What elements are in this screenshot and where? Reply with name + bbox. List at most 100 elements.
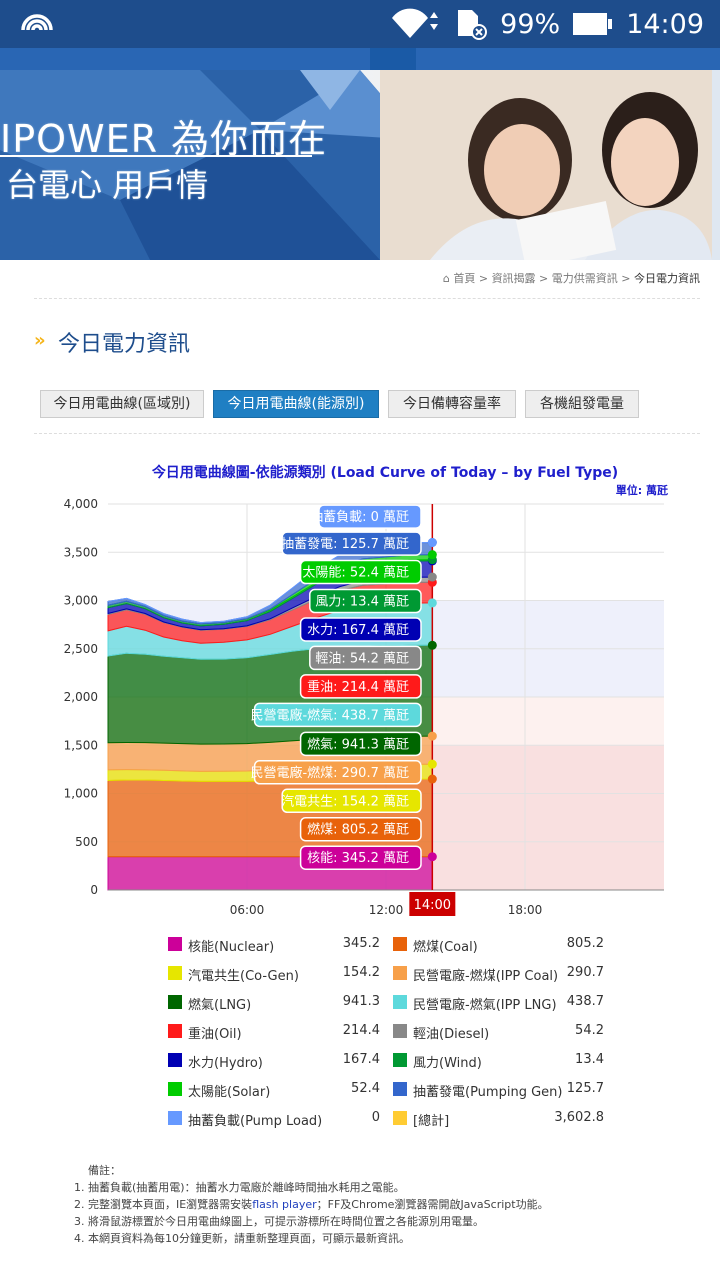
legend-swatch <box>393 1024 407 1038</box>
legend-value: 52.4 <box>351 1081 380 1096</box>
battery-percent: 99% <box>500 8 561 40</box>
page-title: 今日電力資訊 <box>58 332 191 357</box>
status-bar: 99% 14:09 <box>0 0 720 48</box>
x-tick-label: 12:00 <box>369 903 404 917</box>
chart-title: 今日用電曲線圖-依能源類別 (Load Curve of Today – by … <box>151 465 619 481</box>
legend-label[interactable]: 重油(Oil) <box>188 1027 242 1042</box>
breadcrumb-disclosure[interactable]: 資訊揭露 <box>491 272 536 285</box>
legend-label[interactable]: 抽蓄負載(Pump Load) <box>188 1114 323 1129</box>
legend-label[interactable]: 民營電廠-燃煤(IPP Coal) <box>413 969 559 984</box>
x-tick-label: 06:00 <box>230 903 265 917</box>
tooltip-text: 水力: 167.4 萬瓩 <box>307 623 409 638</box>
legend-swatch <box>393 995 407 1009</box>
tooltip-box <box>299 617 422 642</box>
y-tick-label: 1,500 <box>64 738 98 752</box>
legend-label[interactable]: 輕油(Diesel) <box>413 1027 490 1042</box>
tooltip-box <box>309 645 422 671</box>
tooltip-box <box>299 816 422 842</box>
legend-row: 抽蓄負載(Pump Load) 0 [總計] 3,602.8 <box>168 1110 628 1139</box>
legend-swatch <box>393 937 407 951</box>
note-item-tail: ；FF及Chrome瀏覽器需開啟JavaScript功能。 <box>316 1198 549 1211</box>
tooltip-box <box>299 559 422 585</box>
legend-value: 0 <box>371 1110 380 1125</box>
legend-swatch <box>393 1082 407 1096</box>
legend-label[interactable]: 風力(Wind) <box>413 1056 482 1071</box>
legend-value: 805.2 <box>566 936 604 951</box>
breadcrumb-supply[interactable]: 電力供需資訊 <box>551 272 618 285</box>
tooltip-text: 民營電廠-燃氣: 438.7 萬瓩 <box>250 707 409 723</box>
legend-value: 54.2 <box>575 1023 604 1038</box>
legend-value: 154.2 <box>342 965 380 980</box>
y-tick-label: 2,000 <box>64 690 98 704</box>
marker-solar <box>427 550 437 560</box>
legend-row: 太陽能(Solar) 52.4 抽蓄發電(Pumping Gen) 125.7 <box>168 1081 628 1110</box>
note-item: 1. 抽蓄負載(抽蓄用電)：抽蓄水力電廠於離峰時間抽水耗用之電能。 <box>74 1181 405 1194</box>
legend-row: 重油(Oil) 214.4 輕油(Diesel) 54.2 <box>168 1023 628 1052</box>
tooltip-text: 輕油: 54.2 萬瓩 <box>315 651 409 666</box>
legend-row: 燃氣(LNG) 941.3 民營電廠-燃氣(IPP LNG) 438.7 <box>168 994 628 1023</box>
note-item: 4. 本網頁資料為每10分鐘更新，請重新整理頁面，可顯示最新資訊。 <box>74 1232 410 1245</box>
legend-swatch <box>168 1024 182 1038</box>
breadcrumb: ⌂ 首頁 > 資訊揭露 > 電力供需資訊 > 今日電力資訊 <box>442 272 700 285</box>
tooltip-text: 太陽能: 52.4 萬瓩 <box>302 566 409 581</box>
legend-label[interactable]: 民營電廠-燃氣(IPP LNG) <box>413 998 557 1013</box>
notes-title: 備註： <box>88 1164 121 1177</box>
breadcrumb-current: 今日電力資訊 <box>634 272 700 285</box>
legend-label[interactable]: 汽電共生(Co-Gen) <box>188 969 299 984</box>
tooltip-text: 抽蓄發電: 125.7 萬瓩 <box>281 537 409 552</box>
legend-label[interactable]: 水力(Hydro) <box>188 1056 263 1071</box>
legend-value: 3,602.8 <box>554 1110 604 1125</box>
legend-swatch <box>393 1111 407 1125</box>
legend-label[interactable]: 燃煤(Coal) <box>413 940 478 955</box>
legend-label[interactable]: [總計] <box>413 1114 450 1129</box>
banner-artwork <box>0 70 712 260</box>
tab-region-curve[interactable]: 今日用電曲線(區域別) <box>40 390 204 418</box>
tooltip-text: 汽電共生: 154.2 萬瓩 <box>281 794 409 809</box>
tab-reserve-margin[interactable]: 今日備轉容量率 <box>388 390 516 418</box>
tooltip-box <box>253 760 422 785</box>
hero-banner: IPOWER 為你而在 台電心 用戶情 <box>0 48 720 260</box>
y-tick-label: 0 <box>90 883 98 897</box>
legend-swatch <box>168 1111 182 1125</box>
legend-swatch <box>168 1053 182 1067</box>
legend-swatch <box>393 1053 407 1067</box>
y-tick-label: 500 <box>75 835 98 849</box>
legend-swatch <box>168 1082 182 1096</box>
marker-diesel <box>427 572 437 582</box>
tooltip-text: 重油: 214.4 萬瓩 <box>307 679 409 695</box>
tooltip-box <box>281 788 422 814</box>
legend-value: 214.4 <box>342 1023 380 1038</box>
notes: 備註： 1. 抽蓄負載(抽蓄用電)：抽蓄水力電廠於離峰時間抽水耗用之電能。 2.… <box>74 1162 549 1247</box>
legend-value: 167.4 <box>342 1052 380 1067</box>
breadcrumb-home[interactable]: 首頁 <box>453 272 476 285</box>
note-item: 3. 將滑鼠游標置於今日用電曲線圖上，可提示游標所在時間位置之各能源別用電量。 <box>74 1215 484 1228</box>
tooltip-text: 民營電廠-燃煤: 290.7 萬瓩 <box>250 765 409 781</box>
legend-label[interactable]: 太陽能(Solar) <box>188 1085 271 1100</box>
marker-coal <box>427 774 437 784</box>
legend-swatch <box>393 966 407 980</box>
tooltip-text: 核能: 345.2 萬瓩 <box>307 851 409 866</box>
legend-value: 125.7 <box>566 1081 604 1096</box>
tooltip-text: 燃煤: 805.2 萬瓩 <box>307 822 409 838</box>
legend-label[interactable]: 抽蓄發電(Pumping Gen) <box>413 1085 563 1100</box>
load-curve-chart[interactable]: 0 500 1,000 1,500 2,000 2,500 3,000 3,500 4,000 0… <box>0 490 720 920</box>
chart-unit: 單位: 萬瓩 <box>615 484 668 497</box>
legend-value: 345.2 <box>342 936 380 951</box>
legend-label[interactable]: 核能(Nuclear) <box>188 940 275 955</box>
marker-pump-load <box>427 538 437 548</box>
legend-value: 290.7 <box>566 965 604 980</box>
tooltip-text: 燃氣: 941.3 萬瓩 <box>307 736 409 752</box>
tooltip-box <box>318 504 422 529</box>
flash-player-link[interactable]: flash player <box>252 1198 317 1211</box>
sd-card-icon <box>458 10 488 40</box>
tab-fuel-curve[interactable]: 今日用電曲線(能源別) <box>213 390 379 418</box>
tooltip-text: 抽蓄負載: 0 萬瓩 <box>310 510 409 525</box>
tooltip-text: 風力: 13.4 萬瓩 <box>315 595 409 610</box>
marker-ipp-lng <box>427 598 437 608</box>
tooltip-box <box>299 731 422 757</box>
legend-label[interactable]: 燃氣(LNG) <box>188 998 252 1013</box>
tab-unit-generation[interactable]: 各機組發電量 <box>525 390 639 418</box>
cursor-time-label: 14:00 <box>414 898 451 913</box>
note-item: 2. 完整瀏覽本頁面，IE瀏覽器需安裝flash player；FF及Chrom… <box>74 1196 549 1213</box>
chevron-right-icon: » <box>34 330 46 351</box>
